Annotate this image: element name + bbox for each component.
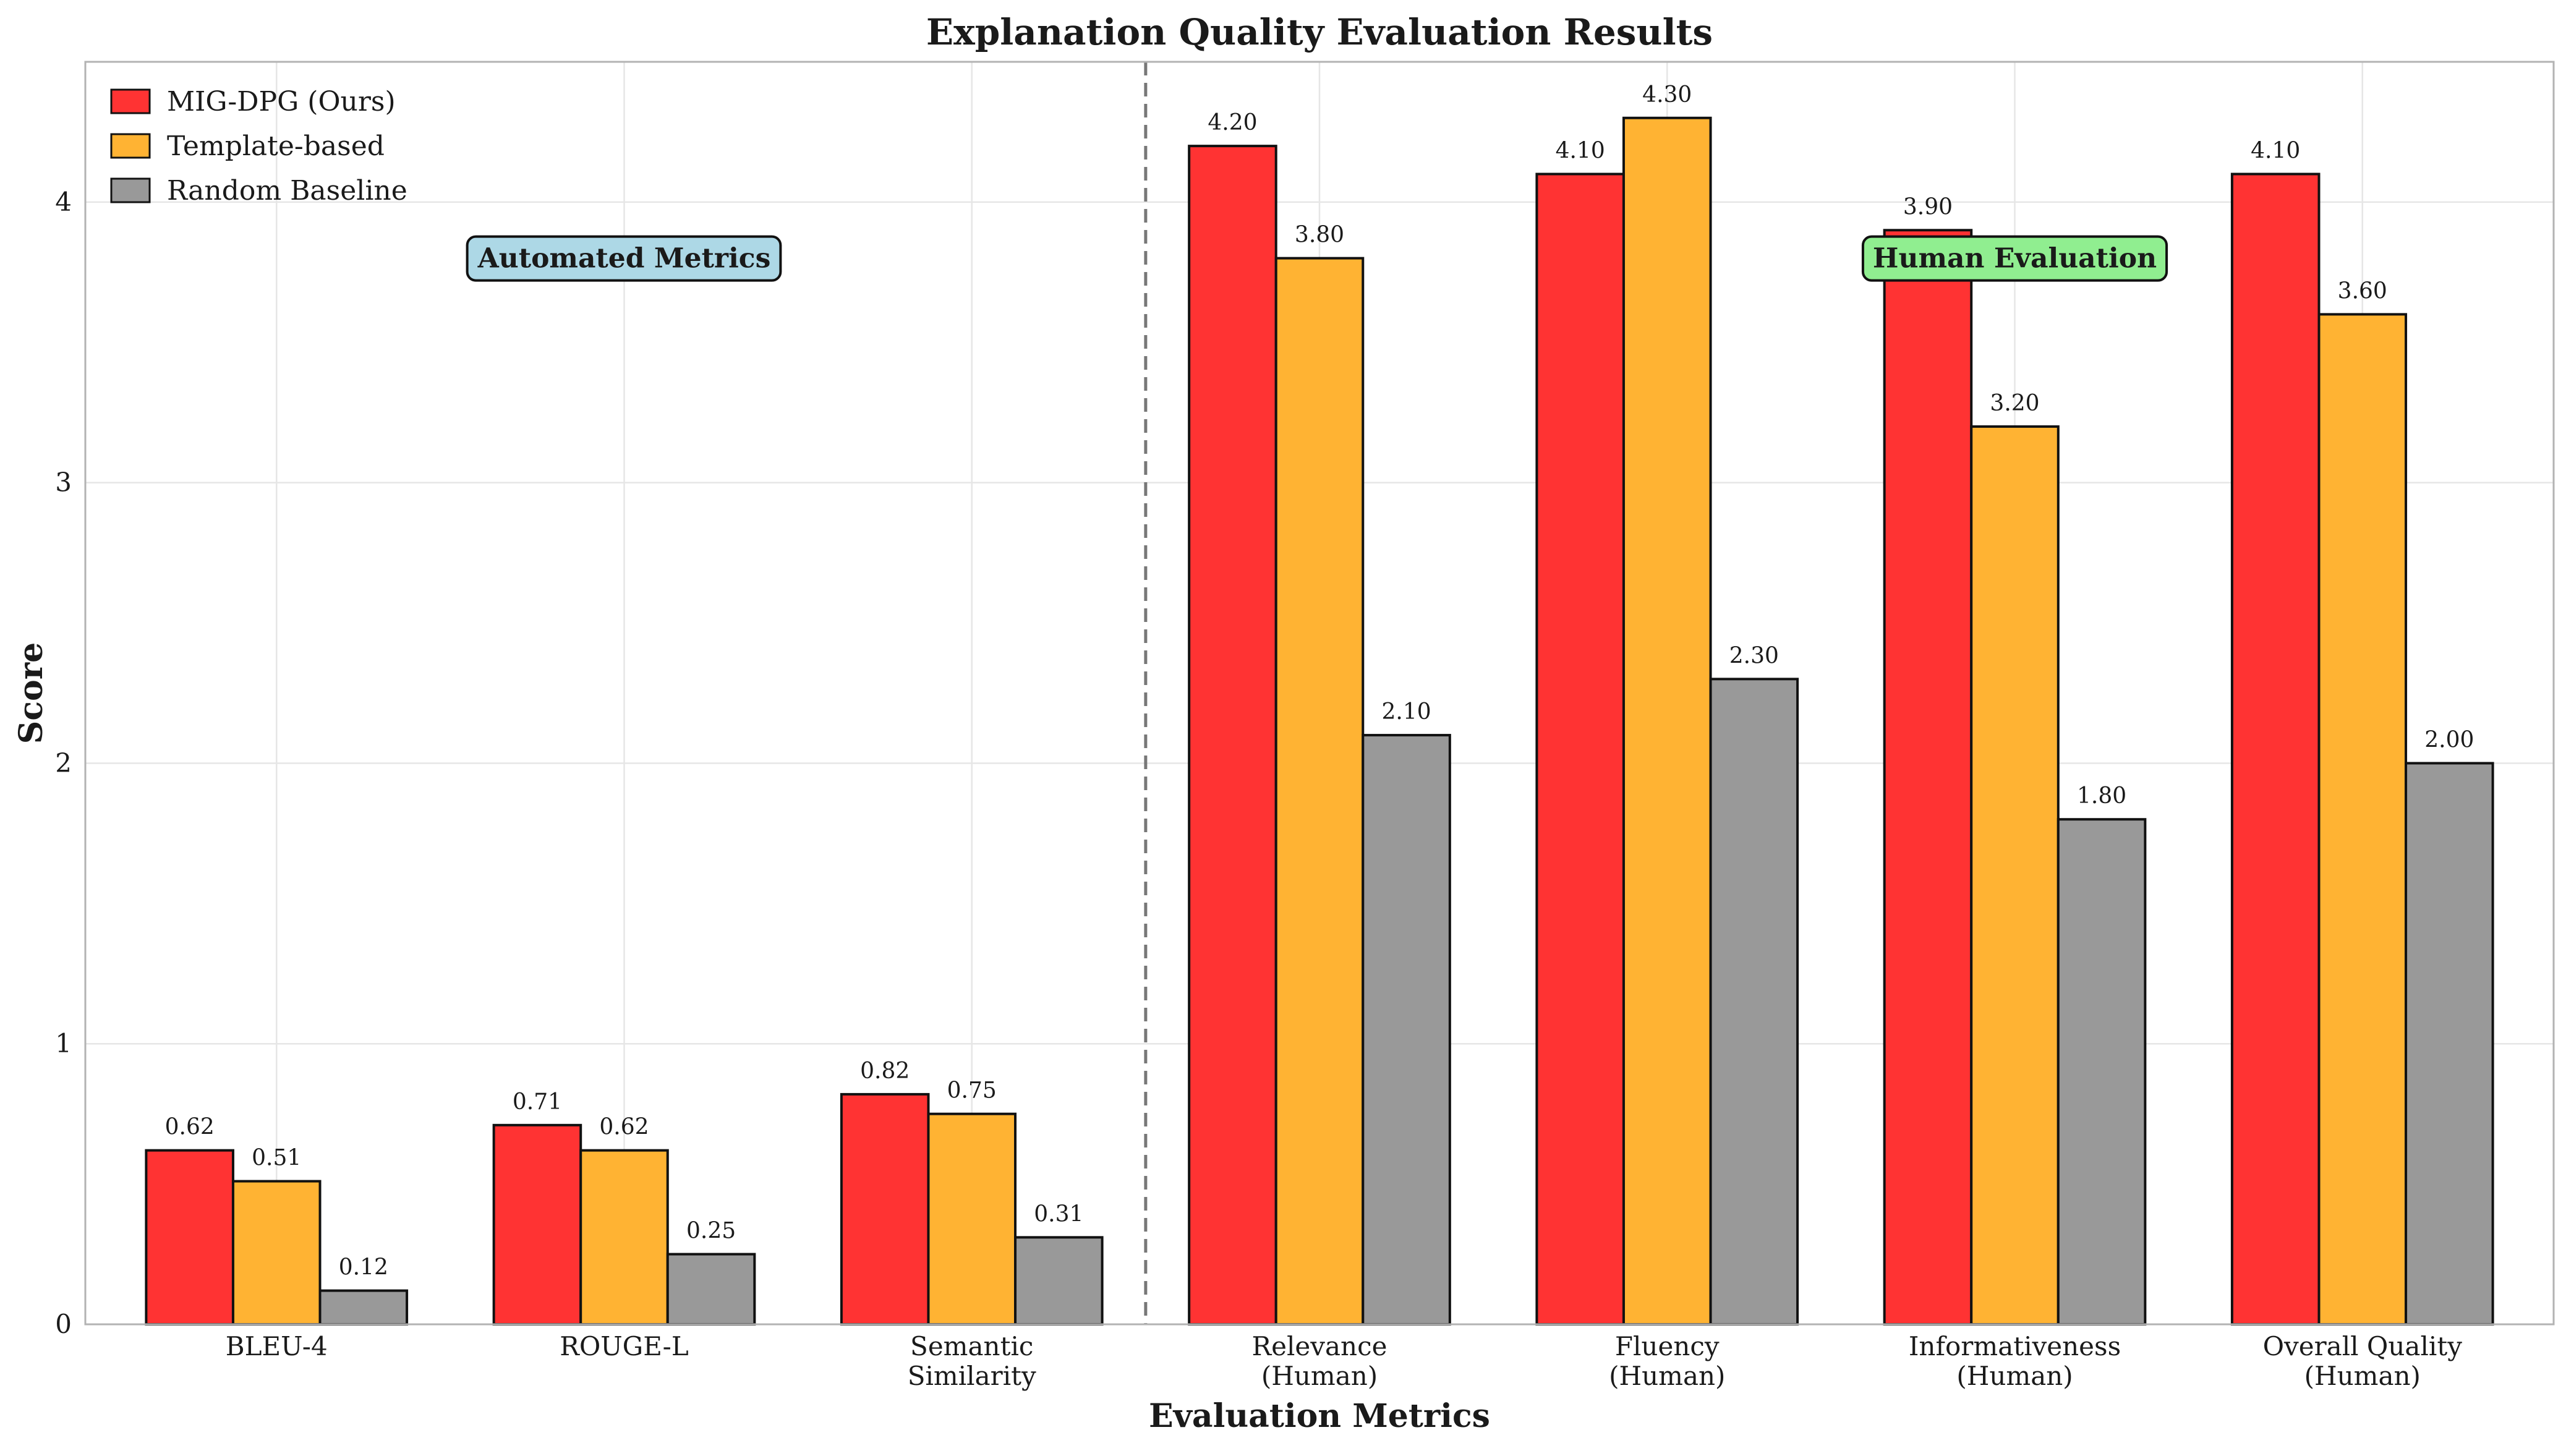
- x-tick-label: Informativeness (Human): [1909, 1331, 2121, 1391]
- bar-value-label: 2.00: [2424, 727, 2474, 752]
- bar-value-label: 0.82: [860, 1058, 910, 1084]
- bar: [927, 1112, 1017, 1326]
- y-axis-label: Score: [12, 642, 50, 744]
- bar: [1883, 229, 1973, 1326]
- bar-value-label: 1.80: [2077, 783, 2126, 809]
- annotation-text: Human Evaluation: [1873, 243, 2157, 275]
- bar-value-label: 0.25: [686, 1219, 736, 1244]
- bar: [1014, 1236, 1104, 1326]
- bar: [2230, 172, 2321, 1326]
- bar: [1535, 172, 1625, 1326]
- bar-value-label: 3.80: [1295, 223, 1344, 248]
- y-tick-label: 2: [55, 747, 72, 778]
- bar-value-label: 2.10: [1381, 699, 1431, 725]
- bar: [1274, 257, 1365, 1326]
- bar: [318, 1289, 409, 1326]
- bar-value-label: 4.10: [1556, 138, 1605, 164]
- legend-item: Random Baseline: [110, 175, 407, 206]
- y-tick-label: 4: [55, 187, 72, 217]
- legend-item: Template-based: [110, 130, 385, 162]
- bar-value-label: 4.20: [1208, 110, 1257, 135]
- annotation-box: [1861, 235, 2168, 282]
- bar: [2057, 818, 2147, 1326]
- bar-value-label: 0.75: [947, 1078, 997, 1104]
- bar: [492, 1123, 582, 1326]
- bar: [1709, 678, 1799, 1326]
- bar: [2405, 762, 2494, 1326]
- bar-value-label: 0.12: [339, 1255, 388, 1280]
- legend-label: MIG-DPG (Ours): [167, 86, 396, 117]
- x-tick-label: Fluency (Human): [1609, 1331, 1725, 1391]
- bar: [145, 1149, 234, 1326]
- bar: [2317, 313, 2408, 1326]
- legend: MIG-DPG (Ours) Template-based Random Basel…: [110, 86, 407, 206]
- legend-label: Template-based: [167, 130, 385, 162]
- plot-frame: [84, 61, 2555, 1326]
- bar-value-label: 3.60: [2338, 278, 2387, 304]
- bar: [231, 1180, 322, 1326]
- bar-value-label: 4.30: [1642, 82, 1692, 108]
- bar-value-labels: 0.62 0.71 0.82 4.20 4.10 3.90 4.10 0.51 0.62 0.75…: [165, 82, 2474, 1280]
- legend-swatch: [110, 88, 151, 114]
- bar-value-label: 0.51: [252, 1146, 301, 1171]
- section-annotations: Automated Metrics Human Evaluation: [466, 235, 2168, 282]
- bar-value-label: 0.62: [165, 1115, 215, 1140]
- bar-value-label: 3.20: [1990, 391, 2039, 416]
- bar: [1970, 425, 2060, 1326]
- x-tick-label: BLEU-4: [226, 1331, 328, 1361]
- section-annotation: Human Evaluation: [1861, 235, 2168, 282]
- bars: [145, 116, 2494, 1326]
- bar-value-label: 0.62: [599, 1115, 649, 1140]
- x-tick-label: ROUGE-L: [560, 1331, 689, 1361]
- bar: [579, 1149, 669, 1326]
- legend-item: MIG-DPG (Ours): [110, 86, 396, 117]
- bar-value-label: 0.31: [1034, 1201, 1083, 1227]
- x-axis-ticks: BLEU-4 ROUGE-L Semantic Similarity Relevance…: [226, 1331, 2462, 1391]
- x-tick-label: Semantic Similarity: [908, 1331, 1036, 1391]
- bar-value-label: 0.71: [513, 1089, 562, 1115]
- x-tick-label: Relevance (Human): [1252, 1331, 1387, 1391]
- bar: [1362, 734, 1451, 1326]
- bar: [840, 1092, 930, 1326]
- legend-swatch: [110, 133, 151, 159]
- bar: [666, 1253, 756, 1326]
- bar: [1188, 145, 1277, 1326]
- y-tick-label: 1: [55, 1028, 72, 1058]
- chart-title: Explanation Quality Evaluation Results: [926, 11, 1713, 53]
- legend-label: Random Baseline: [167, 175, 407, 206]
- x-tick-label: Overall Quality (Human): [2263, 1331, 2463, 1391]
- legend-swatch: [110, 177, 151, 203]
- bar: [1622, 116, 1712, 1326]
- bar-value-label: 4.10: [2251, 138, 2300, 164]
- x-axis-label: Evaluation Metrics: [1149, 1397, 1490, 1435]
- y-axis-ticks: 0 1 2 3 4: [55, 187, 72, 1339]
- section-annotation: Automated Metrics: [466, 235, 782, 282]
- annotation-text: Automated Metrics: [477, 243, 771, 275]
- y-tick-label: 3: [55, 467, 72, 498]
- y-tick-label: 0: [55, 1309, 72, 1339]
- bar-value-label: 2.30: [1729, 643, 1779, 668]
- annotation-box: [466, 235, 782, 282]
- bar-value-label: 3.90: [1903, 194, 1953, 219]
